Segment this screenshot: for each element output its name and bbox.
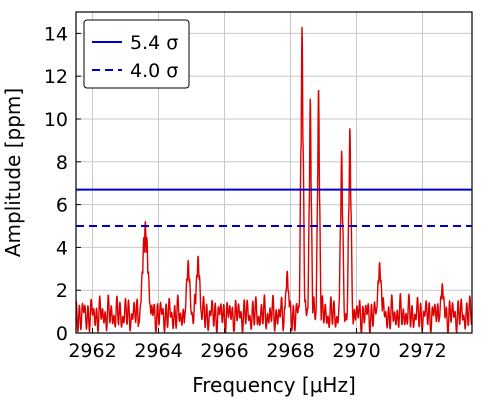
x-tick-label: 2968 (266, 340, 314, 362)
x-tick-label: 2970 (332, 340, 380, 362)
amplitude-series-line (75, 26, 473, 333)
x-axis-label: Frequency [μHz] (192, 373, 356, 397)
y-tick-label: 10 (44, 109, 68, 131)
x-tick-label: 2964 (134, 340, 182, 362)
y-axis-label: Amplitude [ppm] (1, 88, 25, 257)
x-tick-label: 2966 (200, 340, 248, 362)
tick-layer: 2962 2964 2966 2968 2970 2972 0 2 4 6 8 10 12 14 (44, 23, 447, 362)
y-tick-label: 2 (56, 280, 68, 302)
y-tick-label: 12 (44, 66, 68, 88)
x-tick-label: 2972 (398, 340, 446, 362)
series-layer (75, 26, 473, 333)
y-tick-label: 0 (56, 323, 68, 345)
y-tick-label: 6 (56, 195, 68, 217)
y-tick-label: 8 (56, 152, 68, 174)
y-tick-label: 4 (56, 237, 68, 259)
plot-frame (75, 11, 473, 334)
legend-label-dashed: 4.0 σ (130, 60, 178, 82)
grid (76, 12, 472, 334)
legend: 5.4 σ 4.0 σ (83, 19, 190, 89)
x-tick-label: 2962 (68, 340, 116, 362)
legend-label-solid: 5.4 σ (130, 32, 178, 54)
y-tick-label: 14 (44, 23, 68, 45)
threshold-layer (76, 188, 472, 227)
